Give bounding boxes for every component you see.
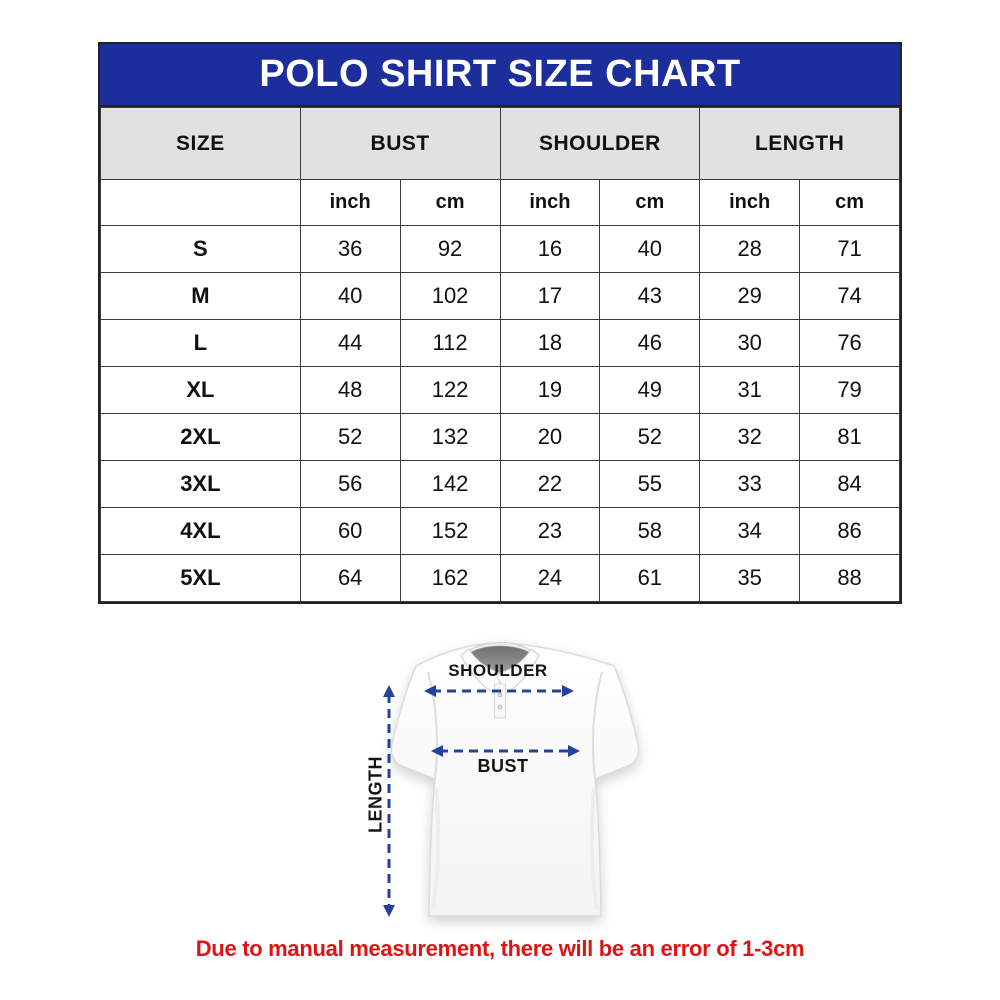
shoulder-label: SHOULDER — [448, 661, 548, 680]
value-cell: 48 — [299, 366, 401, 414]
bust-label: BUST — [477, 756, 529, 776]
size-table: SIZE BUST SHOULDER LENGTH inch cm inch c… — [100, 107, 900, 602]
measurement-note: Due to manual measurement, there will be… — [195, 936, 805, 961]
value-cell: 102 — [399, 272, 501, 320]
value-cell: 43 — [599, 272, 701, 320]
value-cell: 18 — [499, 319, 601, 367]
value-cell: 35 — [699, 554, 801, 602]
value-cell: 49 — [599, 366, 701, 414]
value-cell: 36 — [299, 225, 401, 273]
table-row: XL 48 122 19 49 31 79 — [100, 366, 900, 414]
table-row: 2XL 52 132 20 52 32 81 — [100, 413, 900, 461]
column-header-length: LENGTH — [699, 107, 900, 180]
value-cell: 23 — [499, 507, 601, 555]
table-row: L 44 112 18 46 30 76 — [100, 319, 900, 367]
chart-title-bar: POLO SHIRT SIZE CHART — [100, 44, 900, 107]
value-cell: 17 — [499, 272, 601, 320]
size-cell: 3XL — [100, 460, 301, 508]
value-cell: 152 — [399, 507, 501, 555]
unit-header: inch — [299, 179, 401, 226]
size-cell: 4XL — [100, 507, 301, 555]
value-cell: 92 — [399, 225, 501, 273]
value-cell: 22 — [499, 460, 601, 508]
polo-shirt-figure — [340, 628, 690, 943]
value-cell: 44 — [299, 319, 401, 367]
chart-title: POLO SHIRT SIZE CHART — [259, 53, 741, 95]
value-cell: 79 — [799, 366, 900, 414]
value-cell: 19 — [499, 366, 601, 414]
value-cell: 84 — [799, 460, 900, 508]
table-row: M 40 102 17 43 29 74 — [100, 272, 900, 320]
bust-arrow — [431, 745, 580, 757]
value-cell: 29 — [699, 272, 801, 320]
size-cell: 2XL — [100, 413, 301, 461]
value-cell: 52 — [599, 413, 701, 461]
value-cell: 86 — [799, 507, 900, 555]
size-chart: POLO SHIRT SIZE CHART SIZE BUST SHOULDER… — [98, 42, 902, 604]
table-units-row: inch cm inch cm inch cm — [100, 179, 900, 226]
value-cell: 58 — [599, 507, 701, 555]
unit-header: cm — [799, 179, 900, 226]
value-cell: 81 — [799, 413, 900, 461]
value-cell: 61 — [599, 554, 701, 602]
value-cell: 52 — [299, 413, 401, 461]
value-cell: 112 — [399, 319, 501, 367]
length-label: LENGTH — [365, 756, 386, 833]
size-cell: 5XL — [100, 554, 301, 602]
value-cell: 76 — [799, 319, 900, 367]
value-cell: 28 — [699, 225, 801, 273]
units-blank-cell — [100, 179, 301, 226]
value-cell: 40 — [599, 225, 701, 273]
value-cell: 142 — [399, 460, 501, 508]
table-row: 3XL 56 142 22 55 33 84 — [100, 460, 900, 508]
value-cell: 122 — [399, 366, 501, 414]
value-cell: 64 — [299, 554, 401, 602]
polo-shirt-image — [383, 642, 640, 917]
unit-header: cm — [599, 179, 701, 226]
size-cell: L — [100, 319, 301, 367]
value-cell: 162 — [399, 554, 501, 602]
value-cell: 34 — [699, 507, 801, 555]
value-cell: 40 — [299, 272, 401, 320]
shoulder-arrow — [424, 685, 574, 697]
table-group-header-row: SIZE BUST SHOULDER LENGTH — [100, 107, 900, 180]
size-cell: S — [100, 225, 301, 273]
column-header-shoulder: SHOULDER — [499, 107, 701, 180]
column-header-bust: BUST — [299, 107, 501, 180]
value-cell: 30 — [699, 319, 801, 367]
unit-header: inch — [699, 179, 801, 226]
value-cell: 55 — [599, 460, 701, 508]
size-cell: XL — [100, 366, 301, 414]
unit-header: inch — [499, 179, 601, 226]
table-row: 4XL 60 152 23 58 34 86 — [100, 507, 900, 555]
value-cell: 16 — [499, 225, 601, 273]
value-cell: 31 — [699, 366, 801, 414]
table-row: S 36 92 16 40 28 71 — [100, 225, 900, 273]
unit-header: cm — [399, 179, 501, 226]
value-cell: 33 — [699, 460, 801, 508]
size-cell: M — [100, 272, 301, 320]
value-cell: 88 — [799, 554, 900, 602]
value-cell: 132 — [399, 413, 501, 461]
value-cell: 56 — [299, 460, 401, 508]
value-cell: 32 — [699, 413, 801, 461]
value-cell: 46 — [599, 319, 701, 367]
value-cell: 60 — [299, 507, 401, 555]
length-arrow — [383, 685, 395, 917]
column-header-size: SIZE — [100, 107, 301, 180]
value-cell: 74 — [799, 272, 900, 320]
value-cell: 71 — [799, 225, 900, 273]
table-row: 5XL 64 162 24 61 35 88 — [100, 554, 900, 602]
value-cell: 24 — [499, 554, 601, 602]
value-cell: 20 — [499, 413, 601, 461]
